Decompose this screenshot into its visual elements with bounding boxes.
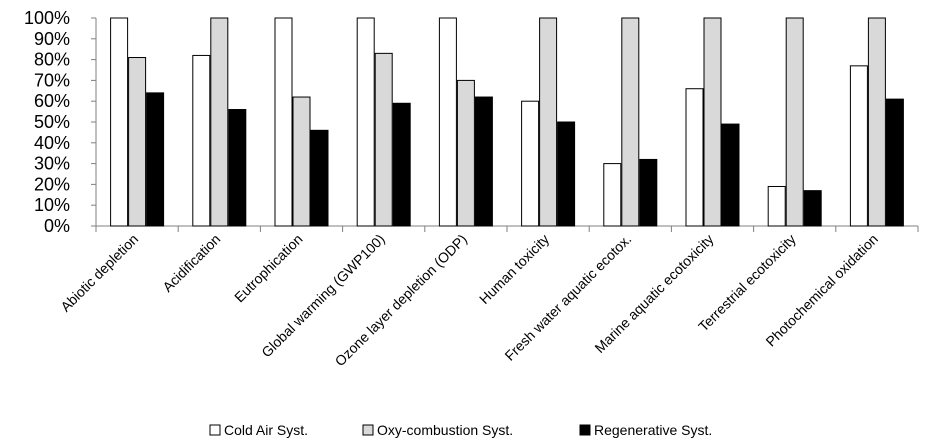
- bar-regenerative-syst-0: [146, 92, 165, 227]
- y-tick-label: 10%: [34, 195, 70, 215]
- bar-oxy-combustion-syst-6: [621, 17, 640, 227]
- legend-label: Oxy-combustion Syst.: [377, 422, 513, 438]
- category-label: Eutrophication: [231, 231, 306, 306]
- bar-cold-air-syst-4: [438, 17, 457, 227]
- category-label: Acidification: [159, 231, 223, 295]
- bar-cold-air-syst-2: [274, 17, 293, 227]
- bar-regenerative-syst-3: [392, 102, 411, 227]
- bar-regenerative-syst-6: [639, 158, 658, 227]
- y-tick-label: 60%: [34, 91, 70, 111]
- y-tick-label: 40%: [34, 133, 70, 153]
- y-tick-label: 90%: [34, 29, 70, 49]
- y-tick-label: 30%: [34, 154, 70, 174]
- category-label: Ozone layer depletion (ODP): [332, 231, 470, 369]
- legend-swatch: [362, 424, 374, 436]
- y-tick-label: 0%: [44, 216, 70, 236]
- category-labels: Abiotic depletion Acidification Eutrophica…: [57, 231, 881, 369]
- bar-oxy-combustion-syst-9: [867, 17, 886, 227]
- bar-regenerative-syst-9: [885, 98, 904, 227]
- category-label: Human toxicity: [476, 231, 552, 307]
- legend: Cold Air Syst. Oxy-combustion Syst. Regene…: [209, 422, 712, 438]
- bar-cold-air-syst-1: [192, 54, 211, 227]
- bar-regenerative-syst-8: [803, 190, 822, 227]
- bar-cold-air-syst-7: [685, 88, 704, 227]
- bar-cold-air-syst-3: [356, 17, 375, 227]
- legend-swatch: [579, 424, 591, 436]
- bar-oxy-combustion-syst-8: [785, 17, 804, 227]
- bar-oxy-combustion-syst-3: [374, 52, 393, 227]
- legend-label: Cold Air Syst.: [224, 422, 308, 438]
- category-label: Abiotic depletion: [57, 231, 141, 315]
- bar-regenerative-syst-2: [310, 129, 329, 227]
- bar-regenerative-syst-1: [228, 109, 247, 227]
- bar-oxy-combustion-syst-0: [128, 57, 147, 227]
- y-tick-label: 50%: [34, 112, 70, 132]
- bar-cold-air-syst-5: [521, 100, 540, 227]
- y-tick-label: 80%: [34, 50, 70, 70]
- bar-cold-air-syst-6: [603, 163, 622, 227]
- bar-oxy-combustion-syst-1: [210, 17, 229, 227]
- bar-oxy-combustion-syst-5: [539, 17, 558, 227]
- bar-cold-air-syst-9: [849, 65, 868, 227]
- bar-regenerative-syst-4: [474, 96, 493, 227]
- y-axis-tick-labels: 0%10%20%30%40%50%60%70%80%90%100%: [24, 8, 70, 236]
- bar-regenerative-syst-5: [557, 121, 576, 227]
- bar-regenerative-syst-7: [721, 123, 740, 227]
- bar-oxy-combustion-syst-4: [456, 79, 475, 227]
- bar-series: [110, 17, 904, 227]
- legend-label: Regenerative Syst.: [594, 422, 712, 438]
- bar-cold-air-syst-0: [110, 17, 129, 227]
- bar-cold-air-syst-8: [767, 185, 786, 227]
- bar-oxy-combustion-syst-7: [703, 17, 722, 227]
- y-tick-label: 20%: [34, 174, 70, 194]
- bar-oxy-combustion-syst-2: [292, 96, 311, 227]
- legend-swatch: [209, 424, 221, 436]
- y-tick-label: 70%: [34, 70, 70, 90]
- y-tick-label: 100%: [24, 8, 70, 28]
